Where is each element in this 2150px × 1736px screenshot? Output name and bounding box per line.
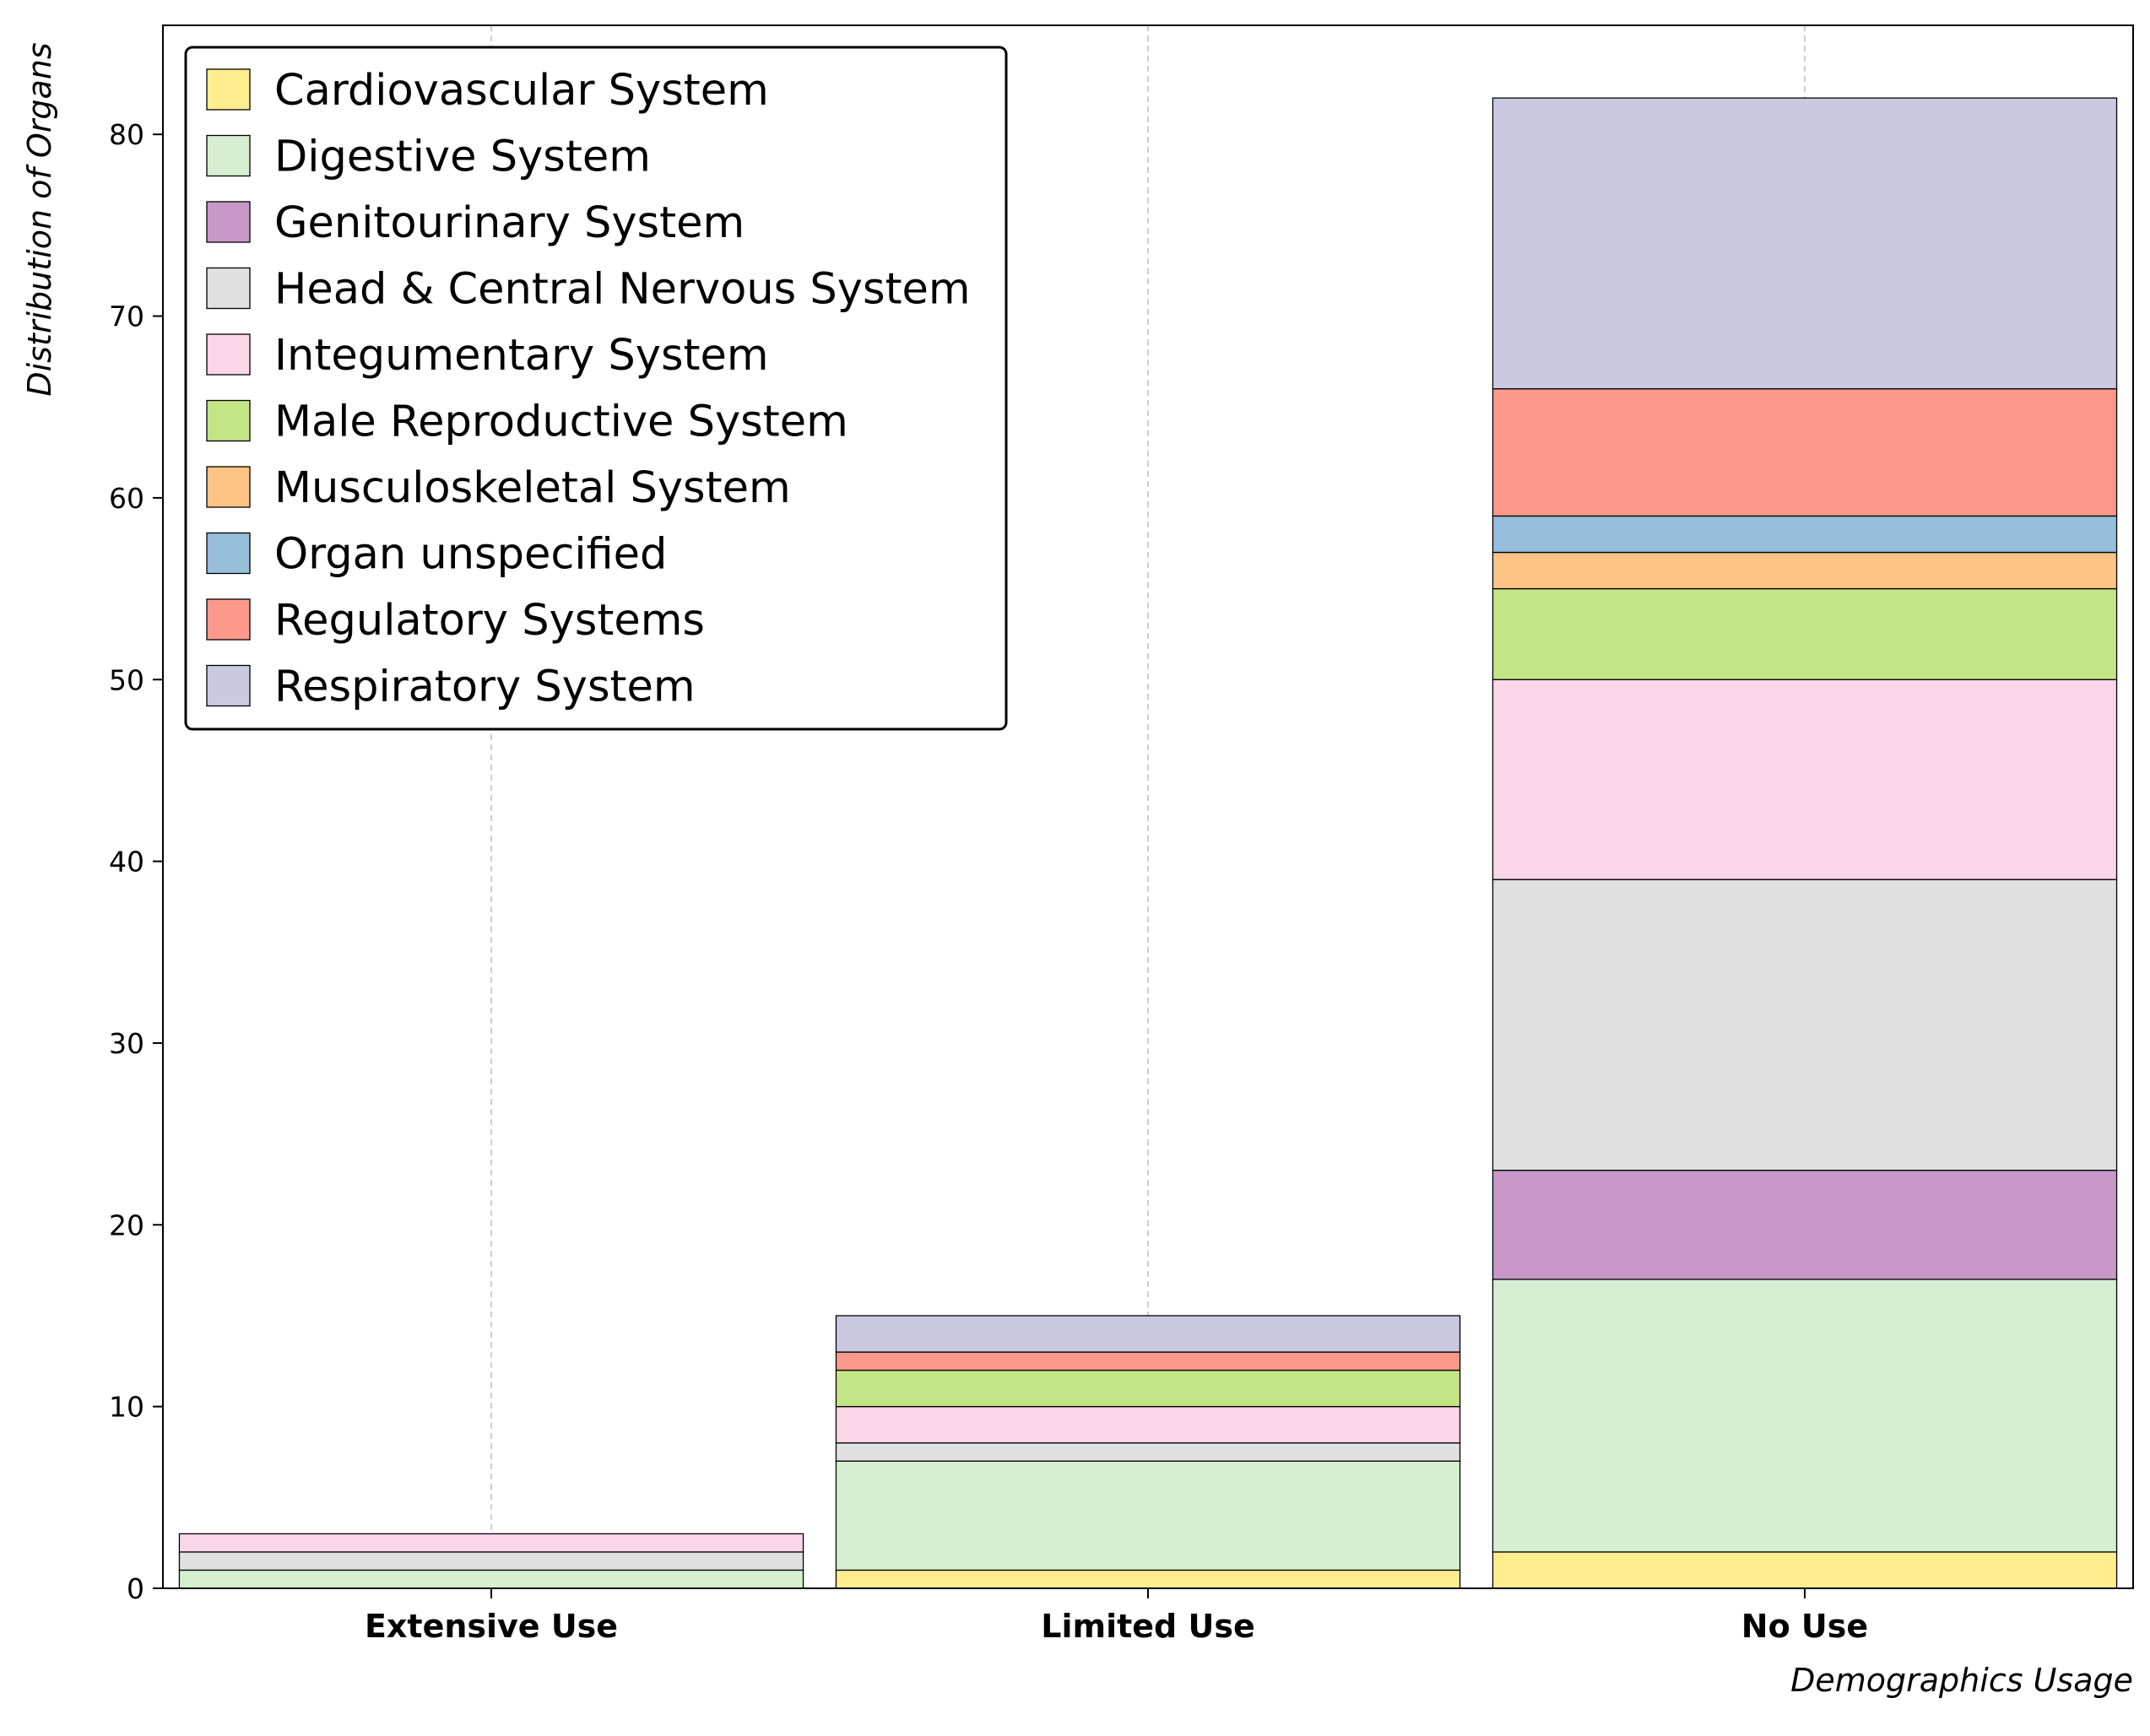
y-tick-label: 70 [109, 300, 144, 333]
legend-label: Organ unspecified [274, 530, 667, 580]
legend: Cardiovascular System Digestive System Gen… [184, 46, 1008, 731]
bar-segment [1492, 1279, 2118, 1553]
legend-swatch [206, 664, 251, 707]
bar-segment [1492, 679, 2118, 880]
legend-label: Respiratory System [274, 662, 696, 712]
y-axis-title: Distribution of Organs [21, 42, 58, 396]
bar-segment [1492, 879, 2118, 1171]
legend-swatch [206, 399, 251, 442]
legend-label: Integumentary System [274, 331, 769, 381]
bar-segment [835, 1569, 1461, 1589]
bar-segment [1492, 388, 2118, 517]
bar-segment [835, 1315, 1461, 1353]
bar-segment [1492, 1551, 2118, 1589]
bar-segment [835, 1369, 1461, 1408]
bar-segment [835, 1406, 1461, 1444]
legend-frame [184, 46, 1008, 731]
y-tick-label: 0 [127, 1572, 144, 1605]
legend-swatch [206, 267, 251, 310]
y-tick-label: 20 [109, 1209, 144, 1241]
legend-label: Genitourinary System [274, 198, 745, 248]
legend-label: Digestive System [274, 132, 651, 182]
bar-segment [1492, 1170, 2118, 1280]
x-tick-label: Limited Use [1041, 1608, 1254, 1645]
bar-segment [178, 1569, 804, 1589]
legend-swatch [206, 598, 251, 641]
y-tick-label: 40 [109, 846, 144, 879]
legend-swatch [206, 201, 251, 243]
legend-swatch [206, 466, 251, 508]
legend-swatch [206, 333, 251, 376]
legend-swatch [206, 532, 251, 575]
y-tick-label: 80 [109, 118, 144, 151]
bar-segment [1492, 515, 2118, 554]
x-tick-label: Extensive Use [365, 1608, 618, 1645]
y-tick-label: 50 [109, 663, 144, 696]
y-axis: 0 10 20 30 40 50 60 70 80 [109, 118, 163, 1605]
legend-label: Head & Central Nervous System [274, 265, 971, 315]
bar-segment [835, 1460, 1461, 1571]
y-tick-label: 30 [109, 1027, 144, 1060]
bar-segment [178, 1551, 804, 1571]
bars [178, 97, 2118, 1589]
x-axis-title: Demographics Usage [1790, 1662, 2133, 1699]
x-axis: Extensive Use Limited Use No Use [365, 1588, 1868, 1645]
y-tick-label: 10 [109, 1391, 144, 1424]
x-tick-label: No Use [1741, 1608, 1868, 1645]
legend-swatch [206, 134, 251, 177]
legend-swatch [206, 68, 251, 111]
legend-label: Male Reproductive System [274, 397, 848, 447]
legend-label: Cardiovascular System [274, 66, 769, 116]
legend-label: Regulatory Systems [274, 596, 705, 646]
bar-segment [835, 1442, 1461, 1462]
bar-segment [835, 1351, 1461, 1371]
bar-segment [178, 1533, 804, 1553]
bar-segment [1492, 551, 2118, 590]
legend-label: Musculoskeletal System [274, 463, 791, 513]
bar-segment [1492, 587, 2118, 680]
y-tick-label: 60 [109, 482, 144, 515]
bar-segment [1492, 97, 2118, 390]
